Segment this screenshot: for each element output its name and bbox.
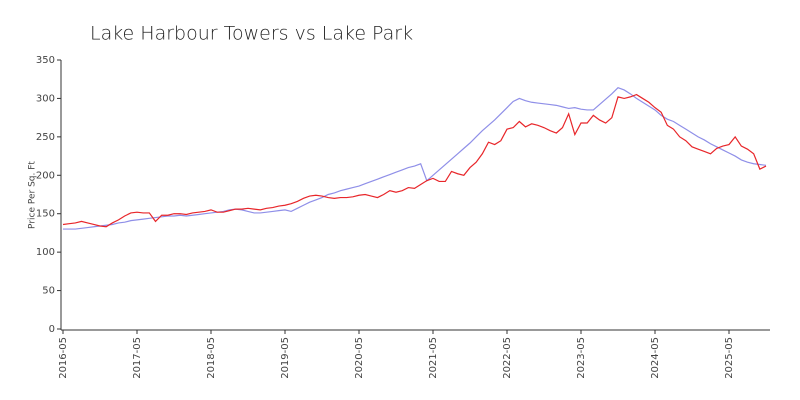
y-tick-label: 0: [49, 324, 55, 335]
x-tick-label: 2022-05: [502, 337, 513, 379]
x-tick-label: 2016-05: [58, 337, 69, 379]
x-tick-label: 2021-05: [428, 337, 439, 379]
chart-title: Lake Harbour Towers vs Lake Park: [90, 23, 413, 45]
x-tick-label: 2019-05: [280, 337, 291, 379]
y-tick-label: 250: [36, 132, 55, 143]
x-tick-label: 2023-05: [576, 337, 587, 379]
y-tick-label: 100: [36, 247, 55, 258]
x-tick-label: 2017-05: [132, 337, 143, 379]
x-tick-label: 2018-05: [206, 337, 217, 379]
series-line: [62, 93, 767, 228]
y-tick-label: 300: [36, 93, 55, 104]
x-tick-label: 2025-05: [724, 337, 735, 379]
y-tick-label: 150: [36, 209, 55, 220]
series-line: [63, 86, 767, 230]
x-tick-label: 2024-05: [650, 337, 661, 379]
y-tick-label: 50: [42, 286, 55, 297]
y-axis-label: Price Per Sq. Ft: [28, 161, 38, 229]
y-tick-label: 200: [36, 170, 55, 181]
x-tick-label: 2020-05: [354, 337, 365, 379]
y-tick-label: 350: [36, 55, 55, 66]
